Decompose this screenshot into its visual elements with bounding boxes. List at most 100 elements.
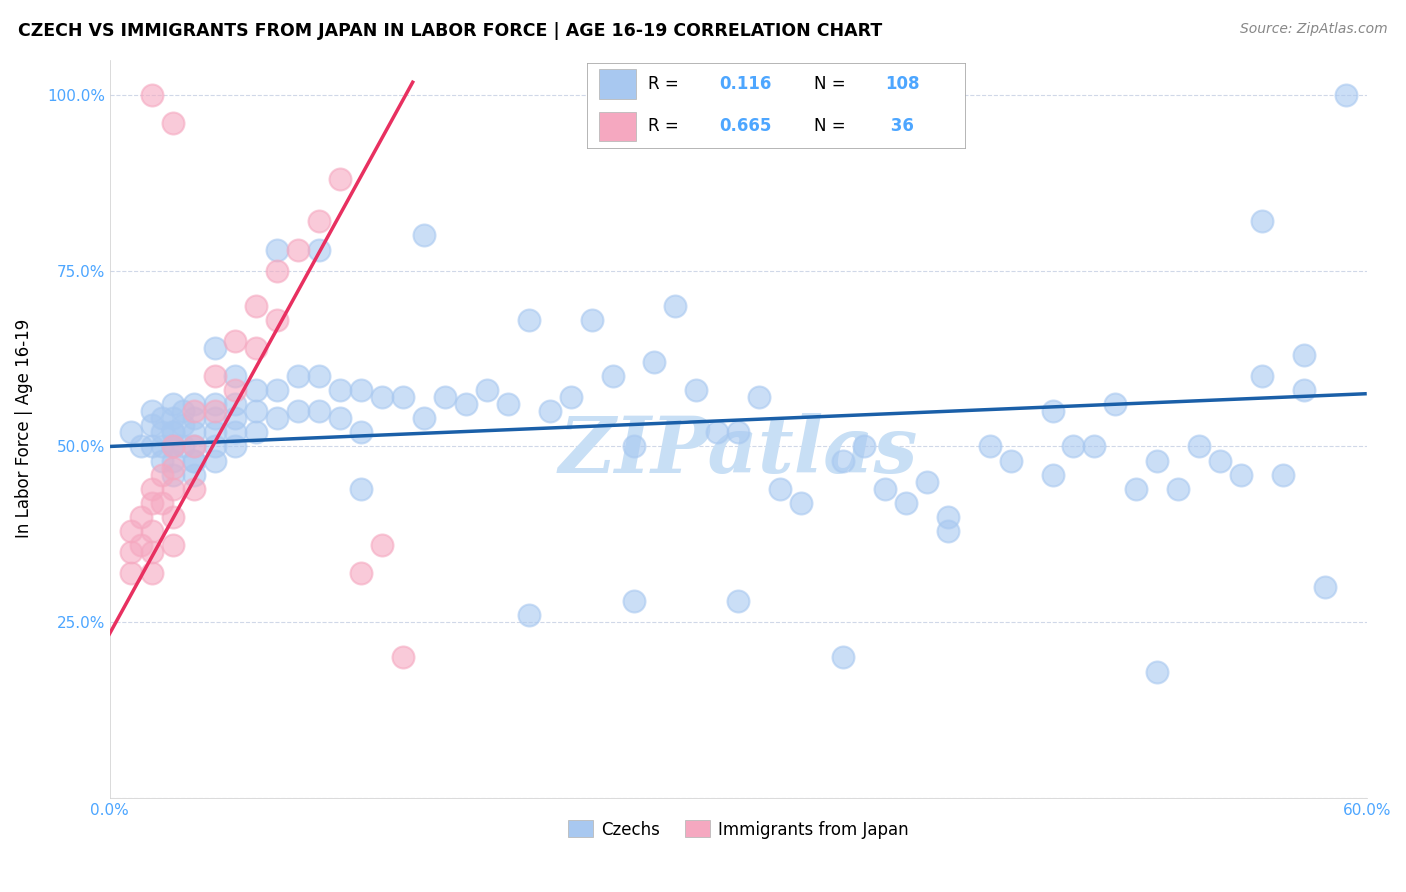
Point [266,313,288,327]
Point [162,453,184,467]
Point [162,425,184,440]
Point [894,496,917,510]
Point [350,482,373,496]
Point [172,440,194,454]
Point [204,404,226,418]
Point [371,390,394,404]
Point [329,411,352,425]
Point [1125,482,1147,496]
Point [150,467,173,482]
Point [183,404,205,418]
Point [1334,87,1357,102]
Point [204,425,226,440]
Point [915,475,938,489]
Point [1188,440,1211,454]
Point [141,566,163,580]
Point [266,243,288,257]
Point [308,369,330,384]
Point [560,390,582,404]
Point [1313,580,1336,594]
Point [129,440,152,454]
Point [162,440,184,454]
Point [727,594,749,608]
Point [643,355,665,369]
Point [129,538,152,552]
Point [706,425,728,440]
Point [413,228,436,243]
Point [266,263,288,277]
Point [1271,467,1294,482]
Point [329,383,352,397]
Point [183,482,205,496]
Point [224,425,246,440]
Point [204,397,226,411]
Point [224,440,246,454]
Point [623,594,645,608]
Point [413,411,436,425]
Point [266,383,288,397]
Point [873,482,896,496]
Point [141,440,163,454]
Point [129,509,152,524]
Point [183,397,205,411]
Point [183,411,205,425]
Text: Source: ZipAtlas.com: Source: ZipAtlas.com [1240,22,1388,37]
Point [141,404,163,418]
Point [162,440,184,454]
Point [350,383,373,397]
Point [1230,467,1253,482]
Text: CZECH VS IMMIGRANTS FROM JAPAN IN LABOR FORCE | AGE 16-19 CORRELATION CHART: CZECH VS IMMIGRANTS FROM JAPAN IN LABOR … [18,22,883,40]
Point [120,566,142,580]
Point [183,425,205,440]
Point [141,496,163,510]
Point [141,87,163,102]
Point [1292,348,1315,362]
Point [329,172,352,186]
Point [308,214,330,228]
Point [204,411,226,425]
Point [433,390,456,404]
Point [308,404,330,418]
Point [204,440,226,454]
Point [224,397,246,411]
Point [538,404,561,418]
Point [1000,453,1022,467]
Point [790,496,813,510]
Point [832,453,855,467]
Point [162,397,184,411]
Point [120,545,142,559]
Point [371,538,394,552]
Point [120,425,142,440]
Point [150,496,173,510]
Point [1251,369,1274,384]
Point [141,482,163,496]
Point [664,299,686,313]
Point [287,369,309,384]
Point [162,460,184,475]
Point [245,383,267,397]
Point [162,538,184,552]
Point [517,608,540,623]
Point [162,116,184,130]
Point [162,467,184,482]
Point [183,453,205,467]
Point [141,545,163,559]
Point [266,411,288,425]
Point [150,440,173,454]
Point [287,243,309,257]
Point [224,369,246,384]
Point [141,418,163,433]
Point [120,524,142,538]
Y-axis label: In Labor Force | Age 16-19: In Labor Force | Age 16-19 [15,319,32,539]
Point [832,650,855,665]
Point [1209,453,1232,467]
Point [936,509,959,524]
Point [1146,665,1168,679]
Point [1083,440,1105,454]
Point [287,404,309,418]
Point [245,341,267,355]
Point [162,509,184,524]
Point [748,390,770,404]
Point [623,440,645,454]
Point [1104,397,1126,411]
